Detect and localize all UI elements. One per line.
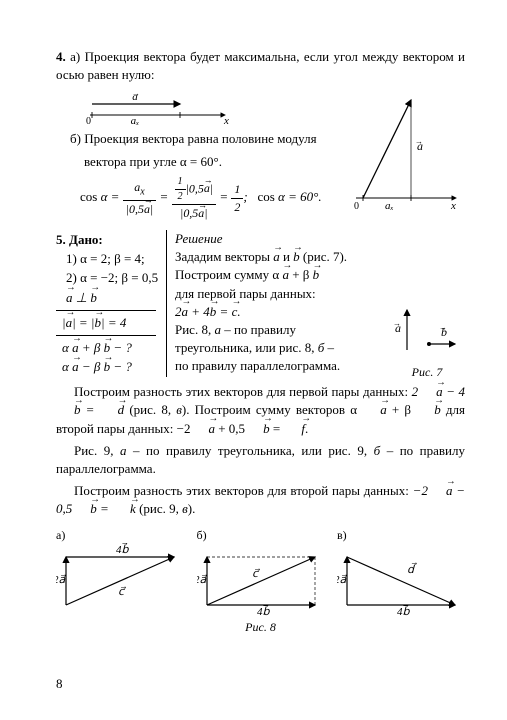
fig8-caption: Рис. 8 [56, 619, 465, 636]
body-p1: Построим разность этих векторов для перв… [56, 383, 465, 438]
page-number: 8 [56, 676, 63, 692]
fig8-c: в) 2a⃗ 4b⃗ d⃗ [337, 527, 465, 618]
problem4-a: 4. а) Проекция вектора будет максимальна… [56, 48, 465, 84]
svg-text:2a⃗: 2a⃗ [56, 574, 66, 586]
svg-text:→: → [439, 323, 447, 332]
given-column: 5. Дано: 1) α = 2; β = 4; 2) α = −2; β =… [56, 230, 166, 377]
svg-text:c⃗: c⃗ [252, 568, 260, 580]
fig8-a: а) 2a⃗ 4b⃗ c⃗ [56, 527, 184, 618]
fig8-b: б) 2a⃗ 4b⃗ c⃗ [197, 527, 325, 618]
body-p3: Построим разность этих векторов для втор… [56, 482, 465, 518]
svg-text:4b⃗: 4b⃗ [116, 543, 130, 556]
problem4-label: 4. [56, 49, 66, 64]
svg-text:4b⃗: 4b⃗ [257, 604, 271, 617]
svg-text:aₓ: aₓ [131, 115, 140, 126]
svg-text:4b⃗: 4b⃗ [397, 604, 411, 617]
problem4-a-text: а) Проекция вектора будет максимальна, е… [56, 49, 465, 82]
svg-text:→: → [393, 319, 401, 328]
svg-text:d⃗: d⃗ [407, 562, 417, 576]
svg-text:→: → [132, 90, 140, 98]
svg-text:→: → [415, 137, 423, 146]
svg-text:2a⃗: 2a⃗ [337, 574, 347, 586]
svg-text:aₓ: aₓ [385, 200, 394, 212]
right-vector-diagram: a → aₓ 0 x [351, 88, 461, 213]
fig8-row: а) 2a⃗ 4b⃗ c⃗ б) [56, 527, 465, 618]
svg-text:0: 0 [86, 116, 91, 126]
body-p2: Рис. 9, а – по правилу треугольника, или… [56, 442, 465, 478]
svg-text:x: x [223, 115, 229, 126]
svg-text:c⃗: c⃗ [118, 586, 126, 598]
fig7: a → b → Рис. 7 [393, 300, 461, 381]
svg-text:2a⃗: 2a⃗ [197, 574, 207, 586]
svg-text:x: x [450, 200, 456, 212]
svg-text:0: 0 [354, 201, 359, 212]
